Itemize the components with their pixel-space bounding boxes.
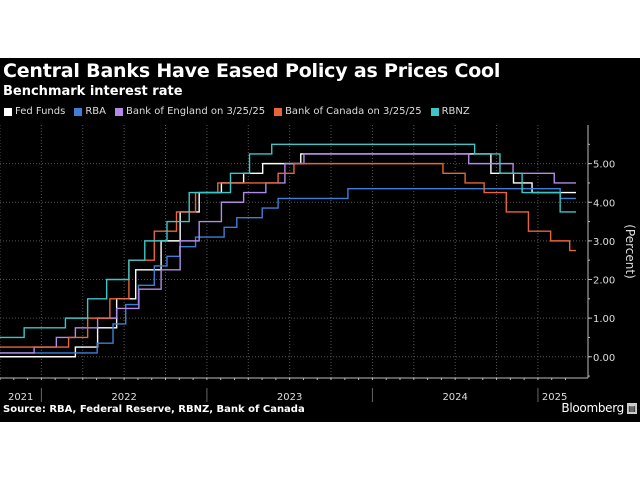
x-tick-label: 2024 bbox=[442, 392, 467, 403]
legend-swatch bbox=[4, 107, 12, 116]
y-tick-label: 0.00 bbox=[593, 353, 615, 364]
y-tick-label: 2.00 bbox=[593, 276, 615, 287]
y-tick-label: 3.00 bbox=[593, 237, 615, 248]
legend-item: RBNZ bbox=[430, 106, 470, 117]
chart-title: Central Banks Have Eased Policy as Price… bbox=[3, 60, 501, 82]
chart-panel bbox=[0, 58, 640, 422]
legend-swatch bbox=[274, 107, 283, 116]
legend-label: RBA bbox=[85, 106, 106, 117]
legend-label: Bank of Canada on 3/25/25 bbox=[285, 106, 422, 117]
legend-item: Bank of Canada on 3/25/25 bbox=[274, 106, 422, 117]
x-tick-label: 2021 bbox=[8, 392, 33, 403]
legend-label: RBNZ bbox=[441, 106, 470, 117]
legend-item: RBA bbox=[74, 106, 106, 117]
source-note: Source: RBA, Federal Reserve, RBNZ, Bank… bbox=[3, 404, 305, 415]
legend: Fed Funds RBA Bank of England on 3/25/25 Ba… bbox=[4, 106, 470, 117]
legend-swatch bbox=[114, 107, 123, 116]
series-line-bank-of-canada-on-3-25-25 bbox=[0, 162, 576, 348]
series-line-bank-of-england-on-3-25-25 bbox=[0, 153, 576, 354]
chart-subtitle: Benchmark interest rate bbox=[3, 84, 183, 99]
legend-swatch bbox=[430, 107, 439, 116]
y-tick-label: 5.00 bbox=[593, 160, 615, 171]
series-line-rba bbox=[0, 188, 576, 354]
legend-label: Fed Funds bbox=[15, 106, 66, 117]
series-line-fed-funds bbox=[0, 153, 576, 358]
legend-item: Fed Funds bbox=[4, 106, 65, 117]
legend-swatch bbox=[74, 107, 83, 116]
y-tick-label: 1.00 bbox=[593, 314, 615, 325]
legend-item: Bank of England on 3/25/25 bbox=[114, 106, 266, 117]
x-tick-label: 2023 bbox=[277, 392, 302, 403]
x-tick-label: 2025 bbox=[542, 392, 567, 403]
brand-logo: Bloomberg bbox=[561, 401, 624, 415]
legend-label: Bank of England on 3/25/25 bbox=[125, 106, 266, 117]
bloomberg-icon: ▤ bbox=[627, 403, 637, 414]
series-line-rbnz bbox=[0, 143, 576, 339]
x-tick-label: 2022 bbox=[111, 392, 136, 403]
y-axis-title: (Percent) bbox=[623, 224, 637, 279]
y-tick-label: 4.00 bbox=[593, 198, 615, 209]
